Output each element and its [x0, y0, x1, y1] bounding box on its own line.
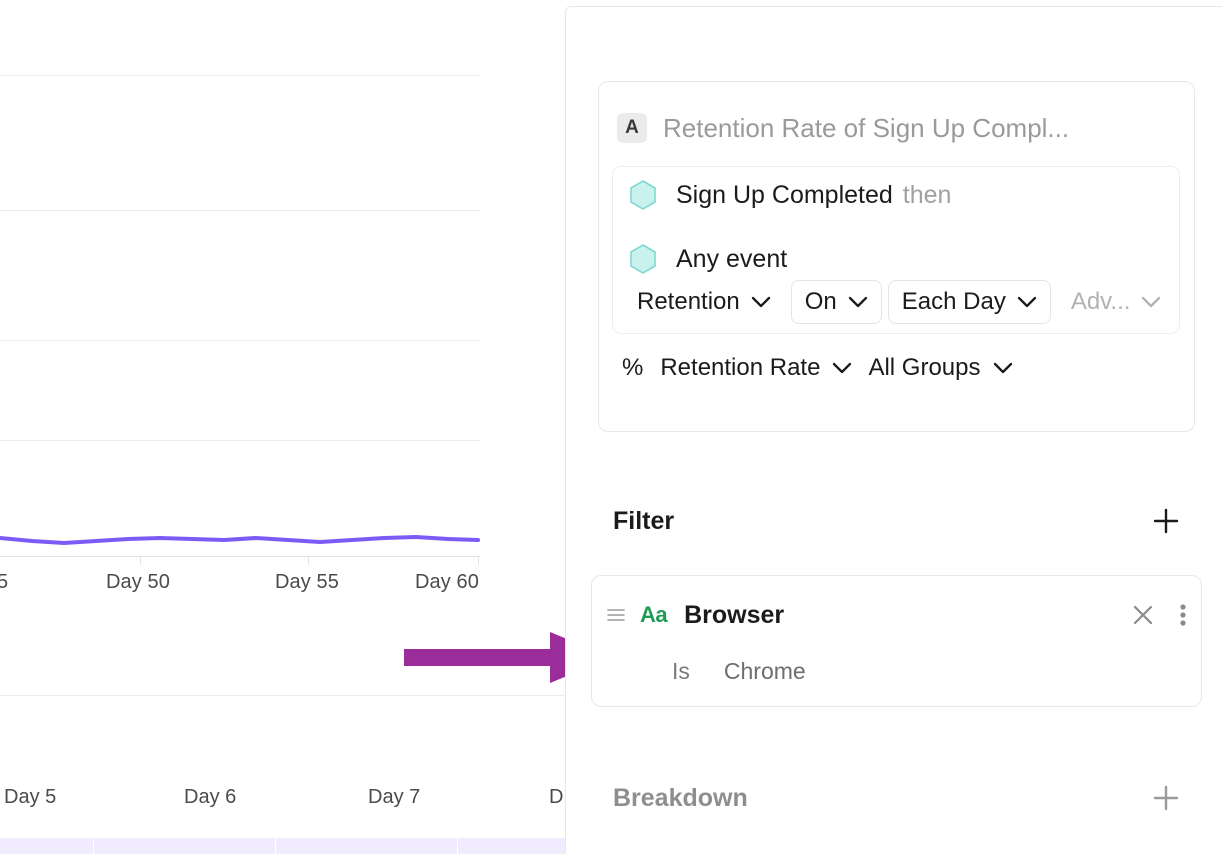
x-axis-label: Day 5 — [4, 786, 57, 808]
advanced-label: Adv... — [1070, 288, 1131, 315]
x-axis-label: Day 7 — [368, 786, 421, 808]
filter-value[interactable]: Chrome — [723, 658, 806, 684]
group-label: All Groups — [868, 354, 981, 381]
measure-label: Retention Rate — [660, 354, 821, 381]
filter-actions — [1129, 601, 1187, 629]
hexagon-icon — [630, 244, 656, 274]
gridline — [0, 75, 480, 76]
retention-line-chart[interactable]: 5 Day 50 Day 55 Day 60 — [0, 0, 566, 600]
event-row-2[interactable]: Any event — [628, 242, 787, 276]
filter-property-row[interactable]: Aa Browser — [606, 598, 1187, 632]
close-icon — [1133, 605, 1153, 625]
series-card: A Retention Rate of Sign Up Compl... Sig… — [598, 81, 1195, 432]
x-axis-line — [0, 556, 480, 557]
series-title-input[interactable]: Retention Rate of Sign Up Compl... — [663, 112, 1070, 143]
cohort-table-header-row — [0, 838, 566, 854]
group-dropdown[interactable]: All Groups — [860, 348, 1020, 388]
chart-series-line — [0, 535, 480, 545]
event-name: Sign Up Completed — [676, 180, 893, 209]
section-divider — [0, 695, 566, 696]
cohort-header-cell — [276, 838, 458, 854]
retention-criteria-dropdown[interactable]: On — [790, 280, 882, 324]
filter-condition-row[interactable]: Is Chrome — [672, 658, 806, 685]
filter-heading: Filter — [613, 506, 675, 535]
event-name: Any event — [676, 244, 788, 273]
gridline — [0, 340, 480, 341]
retention-window-label: Each Day — [901, 288, 1006, 315]
chevron-down-icon — [1017, 296, 1036, 307]
x-axis-tick — [140, 556, 141, 565]
advanced-dropdown[interactable]: Adv... — [1057, 280, 1176, 324]
x-axis-label: 5 — [0, 571, 9, 593]
add-filter-button[interactable] — [1149, 504, 1183, 538]
hexagon-icon — [630, 180, 656, 210]
remove-filter-button[interactable] — [1129, 601, 1157, 629]
chevron-down-icon — [751, 296, 770, 307]
drag-handle-icon[interactable] — [606, 607, 626, 623]
chart-pane: 5 Day 50 Day 55 Day 60 Day 5 Day 6 Day 7… — [0, 0, 566, 854]
x-axis-label: Day 6 — [184, 786, 237, 808]
breakdown-heading: Breakdown — [613, 783, 748, 812]
chevron-down-icon — [1142, 296, 1161, 307]
x-axis-label: D — [549, 786, 564, 808]
percent-icon: % — [622, 354, 644, 381]
filter-card: Aa Browser — [591, 575, 1202, 707]
filter-operator[interactable]: Is — [672, 658, 690, 684]
text-property-icon: Aa — [640, 602, 668, 627]
retention-window-dropdown[interactable]: Each Day — [887, 280, 1051, 324]
breakdown-section-header: Breakdown — [613, 778, 1183, 818]
x-axis-tick — [308, 556, 309, 565]
series-title-row[interactable]: A Retention Rate of Sign Up Compl... — [617, 110, 1178, 146]
filter-property-name: Browser — [684, 600, 785, 629]
filter-options-button[interactable] — [1179, 601, 1187, 629]
event-definition-block: Sign Up Completed then Any event Retenti… — [612, 166, 1180, 334]
event-connector: then — [902, 180, 952, 209]
plus-icon — [1153, 508, 1179, 534]
query-config-panel: A Retention Rate of Sign Up Compl... Sig… — [565, 6, 1222, 854]
x-axis-label: Day 60 — [415, 571, 479, 593]
chevron-down-icon — [848, 296, 867, 307]
gridline — [0, 210, 480, 211]
chevron-down-icon — [833, 362, 852, 373]
metric-row: % Retention Rate All Groups — [609, 348, 1021, 388]
more-options-icon — [1180, 604, 1186, 626]
gridline — [0, 440, 480, 441]
filter-section-header: Filter — [613, 501, 1183, 541]
retention-criteria-label: On — [804, 288, 837, 315]
analysis-type-dropdown[interactable]: Retention — [623, 280, 785, 324]
x-axis-label: Day 55 — [275, 571, 339, 593]
series-letter-badge: A — [617, 113, 647, 143]
x-axis-label: Day 50 — [106, 571, 170, 593]
event-row-1[interactable]: Sign Up Completed then — [628, 178, 951, 212]
measure-dropdown[interactable]: Retention Rate — [652, 348, 860, 388]
add-breakdown-button[interactable] — [1149, 781, 1183, 815]
x-axis-tick — [478, 556, 479, 565]
cohort-header-cell — [0, 838, 94, 854]
analysis-type-label: Retention — [637, 288, 740, 315]
cohort-header-cell — [94, 838, 276, 854]
analysis-controls-row: Retention On Each Day — [623, 280, 1175, 324]
plus-icon — [1153, 785, 1179, 811]
chevron-down-icon — [993, 362, 1012, 373]
cohort-header-cell — [458, 838, 566, 854]
